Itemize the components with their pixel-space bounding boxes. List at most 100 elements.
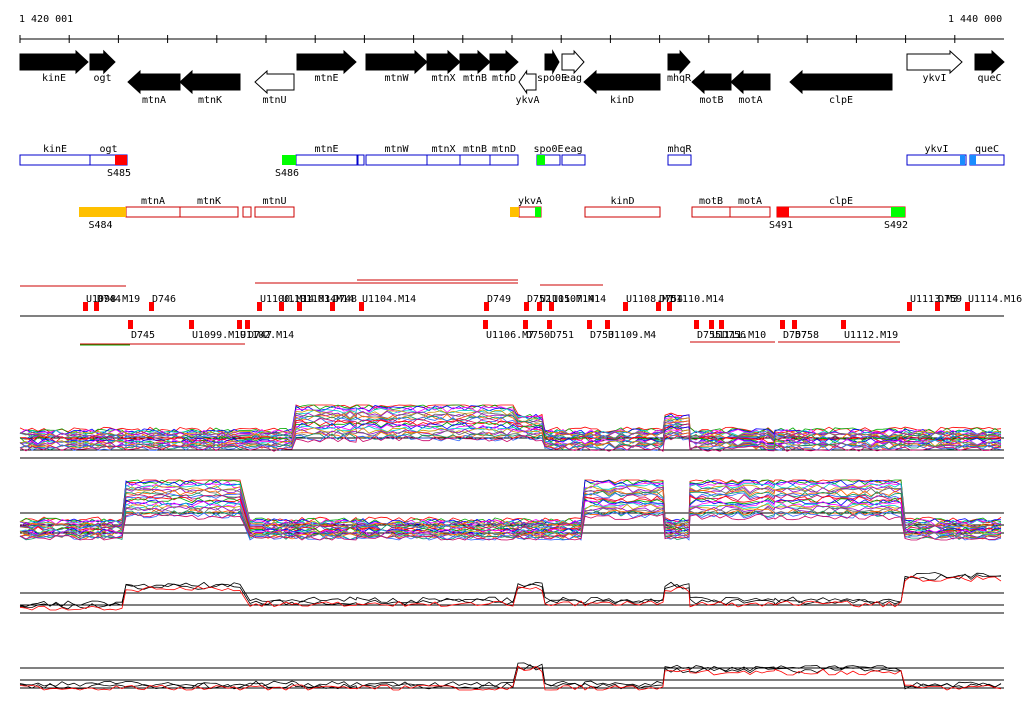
feature-marker xyxy=(965,302,970,311)
operon-box xyxy=(489,154,519,166)
operon-label: ykvI xyxy=(924,144,948,155)
operon-box xyxy=(776,206,906,218)
expression-panel-1-trace xyxy=(19,404,1002,434)
gene-arrow-mtnK xyxy=(179,69,241,95)
feature-marker xyxy=(189,320,194,329)
expression-panel-3-trace xyxy=(19,573,1002,610)
feature-marker xyxy=(719,320,724,329)
feature-marker xyxy=(549,302,554,311)
feature-marker xyxy=(841,320,846,329)
feature-label: D757 xyxy=(783,330,807,341)
operon-box xyxy=(729,206,771,218)
ruler-ticks xyxy=(19,35,956,43)
gene-arrow-ogt xyxy=(89,49,116,75)
feature-label: U1111.M10 xyxy=(712,330,766,341)
feature-label: D748 xyxy=(333,294,357,305)
feature-marker xyxy=(483,320,488,329)
feature-marker xyxy=(907,302,912,311)
gene-arrow-eag xyxy=(561,49,585,75)
expression-panel-2-trace xyxy=(19,511,1002,541)
operon-box xyxy=(125,206,181,218)
expression-panel-1-trace xyxy=(19,430,1002,449)
coordinate-ruler: 1 420 001 1 440 000 xyxy=(19,14,1004,43)
signal-marker xyxy=(891,207,905,217)
gene-arrow-mtnW xyxy=(365,49,428,75)
feature-marker xyxy=(237,320,242,329)
gene-label-motB: motB xyxy=(699,95,723,106)
operon-label: mtnA xyxy=(141,196,165,207)
expression-panel-2-trace xyxy=(19,479,1002,525)
operon-box xyxy=(459,154,491,166)
gene-arrow-queC xyxy=(974,49,1005,75)
gene-arrow-mtnU xyxy=(254,69,295,95)
signal-marker xyxy=(282,155,296,165)
operon-label: kinE xyxy=(43,144,67,155)
gene-arrow-mtnB xyxy=(459,49,491,75)
expression-panel-1-trace xyxy=(19,422,1002,445)
feature-marker xyxy=(279,302,284,311)
signal-marker xyxy=(960,155,965,165)
gene-label-queC: queC xyxy=(977,73,1001,84)
gene-arrow-mtnE xyxy=(296,49,357,75)
operon-box xyxy=(365,154,428,166)
feature-label: U1104.M14 xyxy=(362,294,416,305)
feature-marker xyxy=(484,302,489,311)
operon-box xyxy=(584,206,661,218)
operon-box xyxy=(179,206,239,218)
gene-arrow-clpE xyxy=(789,69,893,95)
gene-label-ykvI: ykvI xyxy=(922,73,946,84)
operon-label: kinD xyxy=(610,196,634,207)
expression-panel-2-trace xyxy=(19,489,1002,530)
operon-label: queC xyxy=(975,144,999,155)
operon-label: mtnE xyxy=(314,144,338,155)
feature-label: D756 xyxy=(722,330,746,341)
feature-label: D759 xyxy=(938,294,962,305)
feature-label: U1098.M19 xyxy=(86,294,140,305)
gene-label-mtnB: mtnB xyxy=(463,73,487,84)
expression-panel-1-trace xyxy=(19,415,1002,441)
expression-panel-2-trace xyxy=(19,495,1002,534)
feature-label: D744 xyxy=(97,294,121,305)
expression-panel-2-trace xyxy=(19,497,1002,534)
feature-label: U1110.M14 xyxy=(670,294,724,305)
feature-marker xyxy=(587,320,592,329)
gene-label-mtnW: mtnW xyxy=(384,73,409,84)
gene-arrow-motA xyxy=(730,69,771,95)
expression-panel-2-trace xyxy=(19,483,1002,527)
feature-marker xyxy=(94,302,99,311)
expression-panels xyxy=(19,404,1004,691)
feature-label: U1101.M14 xyxy=(282,294,336,305)
signal-marker xyxy=(970,155,976,165)
feature-marker xyxy=(935,302,940,311)
feature-marker xyxy=(257,302,262,311)
feature-label: D747 xyxy=(248,330,272,341)
expression-panel-1-trace xyxy=(19,407,1002,437)
feature-label: D749 xyxy=(487,294,511,305)
gene-arrow-kinE xyxy=(19,49,89,75)
gene-track: kinE ogt mtnA mtnK mtnU mtnE mtnW mtnX mtnB mtnD y… xyxy=(19,49,1005,106)
gene-label-mtnU: mtnU xyxy=(262,95,286,106)
feature-marker xyxy=(149,302,154,311)
operon-label: ykvA xyxy=(518,196,542,207)
gene-label-mhqR: mhqR xyxy=(667,73,692,84)
operon-label: mtnD xyxy=(492,144,516,155)
expression-panel-2-trace xyxy=(19,513,1002,541)
operon-label: mtnK xyxy=(197,196,221,207)
feature-marker xyxy=(792,320,797,329)
feature-label: U1113.M3 xyxy=(910,294,958,305)
gene-arrow-mtnA xyxy=(127,69,181,95)
gene-arrow-motB xyxy=(691,69,732,95)
gene-arrow-mhqR xyxy=(667,49,691,75)
expression-panel-2-trace xyxy=(19,503,1002,538)
feature-label: U1106.M7 xyxy=(486,330,534,341)
feature-label: U1114.M16 xyxy=(968,294,1022,305)
expression-panel-2-trace xyxy=(19,487,1002,530)
feature-marker xyxy=(523,320,528,329)
ruler-start-label: 1 420 001 xyxy=(19,14,73,25)
feature-marker xyxy=(330,302,335,311)
operon-label: clpE xyxy=(829,196,853,207)
feature-marker xyxy=(547,320,552,329)
signal-label: S485 xyxy=(107,168,131,179)
feature-label: U1109.M4 xyxy=(608,330,656,341)
